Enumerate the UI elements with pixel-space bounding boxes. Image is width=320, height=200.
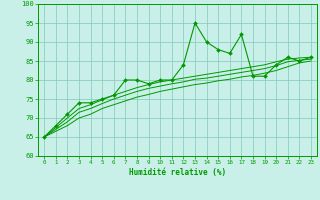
X-axis label: Humidité relative (%): Humidité relative (%) <box>129 168 226 177</box>
